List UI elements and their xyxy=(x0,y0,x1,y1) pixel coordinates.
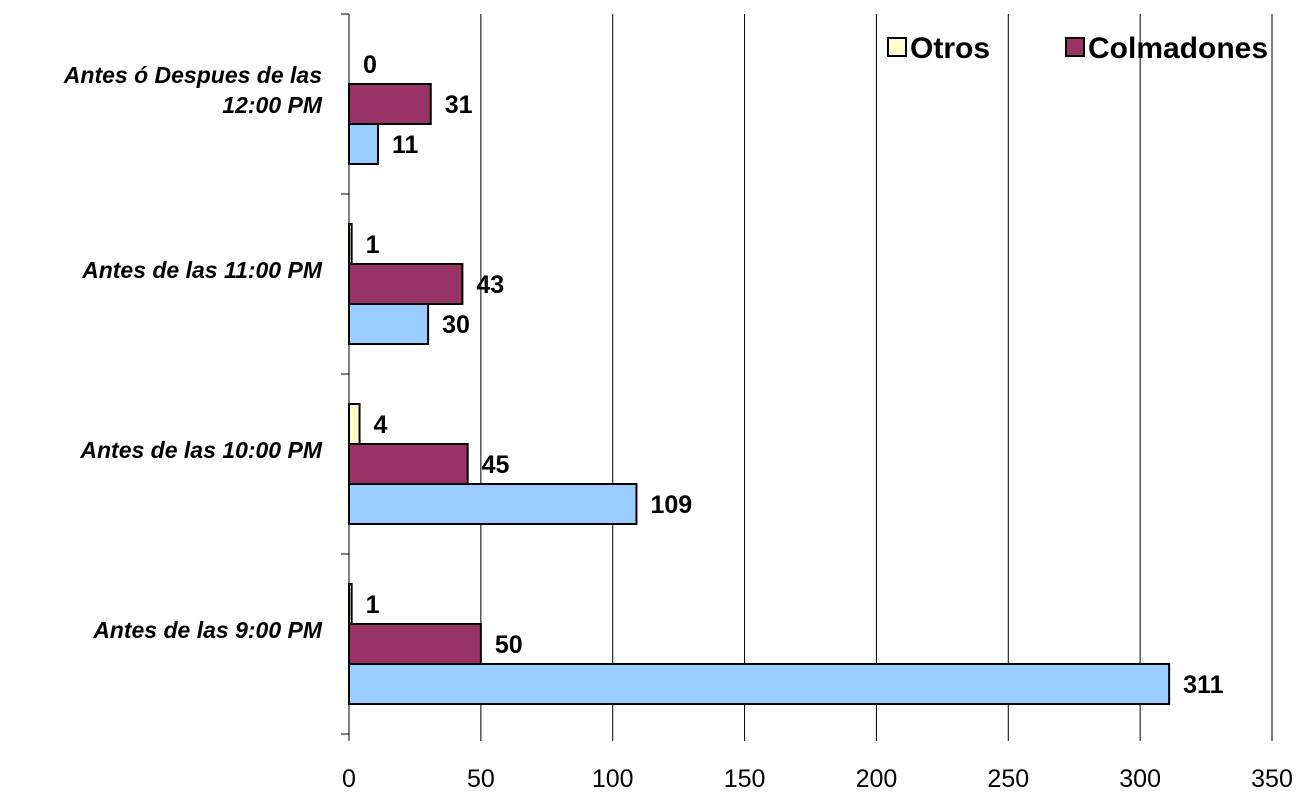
category-labels: Antes de las 9:00 PM Antes de las 10:00 P… xyxy=(63,62,323,643)
value-label-series2-cat2: 1 xyxy=(366,231,380,259)
value-label-series2-cat0: 1 xyxy=(366,591,380,619)
value-label-series0-cat0: 311 xyxy=(1183,671,1223,699)
legend-swatch-1 xyxy=(1065,37,1085,57)
x-tick-label-0: 0 xyxy=(342,765,356,793)
bar-series1-cat2 xyxy=(348,263,464,305)
bar-series1-cat3 xyxy=(348,83,432,125)
value-label-series1-cat2: 43 xyxy=(476,271,504,299)
value-label-series1-cat3: 31 xyxy=(445,91,473,119)
x-tick-label-50: 50 xyxy=(467,765,495,793)
gridlines xyxy=(480,14,1273,734)
x-tick-label-100: 100 xyxy=(592,765,634,793)
bar-series0-cat3 xyxy=(348,123,380,165)
axes xyxy=(341,13,1273,741)
bar-series2-cat1 xyxy=(348,403,361,445)
value-label-series0-cat1: 109 xyxy=(650,491,692,519)
bar-series0-cat2 xyxy=(348,303,430,345)
category-label-1: Antes de las 10:00 PM xyxy=(79,437,322,463)
value-label-series1-cat1: 45 xyxy=(482,451,510,479)
legend-label-0: Otros xyxy=(910,32,990,65)
category-label-3: Antes ó Despues de las 12:00 PM xyxy=(63,62,323,118)
x-tick-label-150: 150 xyxy=(724,765,766,793)
category-label-0: Antes de las 9:00 PM xyxy=(92,617,323,643)
legend-label-1: Colmadones xyxy=(1088,32,1268,65)
bar-series1-cat0 xyxy=(348,623,482,665)
bars xyxy=(348,83,1171,705)
value-label-series2-cat1: 4 xyxy=(374,411,388,439)
value-label-series1-cat0: 50 xyxy=(495,631,523,659)
legend-swatch-0 xyxy=(887,37,907,57)
tick-labels: 0 50 100 150 200 250 300 350 xyxy=(342,765,1293,793)
x-tick-label-300: 300 xyxy=(1119,765,1161,793)
x-tick-label-350: 350 xyxy=(1251,765,1293,793)
x-tick-label-200: 200 xyxy=(856,765,898,793)
value-label-series0-cat2: 30 xyxy=(442,311,470,339)
bar-series1-cat1 xyxy=(348,443,469,485)
value-label-series0-cat3: 11 xyxy=(392,131,419,159)
bar-series0-cat0 xyxy=(348,663,1171,705)
bar-series0-cat1 xyxy=(348,483,638,525)
legend: Otros Colmadones xyxy=(887,32,1268,65)
x-tick-label-250: 250 xyxy=(987,765,1029,793)
value-label-series2-cat3: 0 xyxy=(363,51,377,79)
category-label-2: Antes de las 11:00 PM xyxy=(81,257,323,283)
